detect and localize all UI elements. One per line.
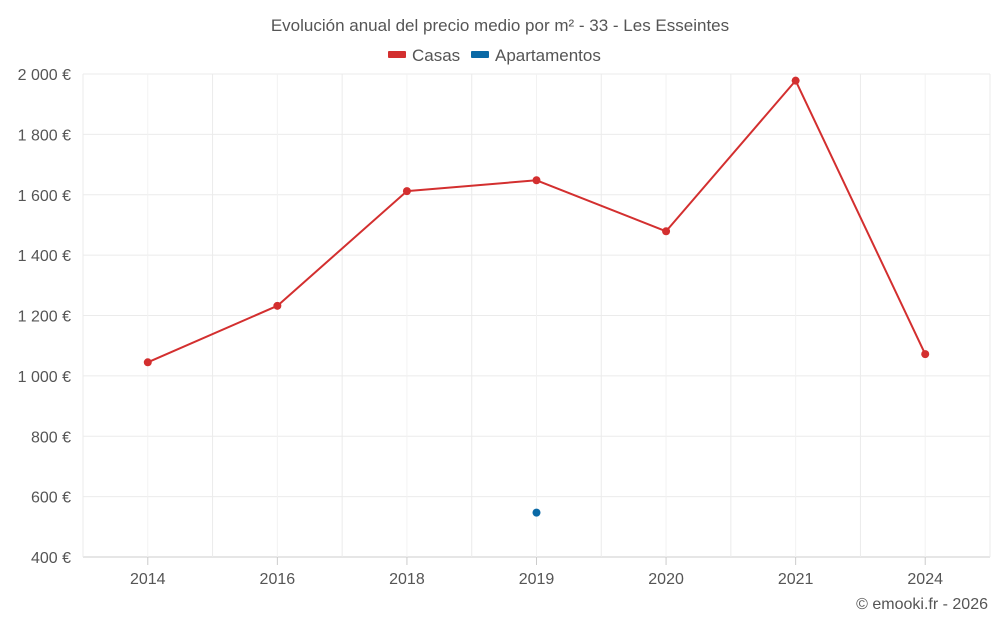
y-tick-label: 2 000 € <box>18 67 71 84</box>
legend-item-casas[interactable]: Casas <box>388 46 460 65</box>
data-point-casas-2021[interactable] <box>791 76 800 85</box>
y-tick-label: 600 € <box>31 490 71 507</box>
credit-text: © emooki.fr - 2026 <box>856 596 988 613</box>
x-tick-label: 2021 <box>778 571 814 588</box>
series-layer <box>143 76 930 517</box>
chart-title: Evolución anual del precio medio por m² … <box>271 16 729 35</box>
data-point-casas-2019[interactable] <box>532 176 541 185</box>
x-tick-label: 2018 <box>389 571 425 588</box>
y-tick-label: 1 400 € <box>18 248 71 265</box>
data-point-apartamentos-2019[interactable] <box>532 508 541 517</box>
x-tick-label: 2020 <box>648 571 684 588</box>
legend-swatch-casas <box>388 51 406 58</box>
y-tick-label: 1 000 € <box>18 369 71 386</box>
data-point-casas-2020[interactable] <box>662 227 671 236</box>
x-axis: 2014 2016 2018 2019 2020 2021 2024 <box>130 557 943 588</box>
data-point-casas-2014[interactable] <box>143 358 152 367</box>
legend: Casas Apartamentos <box>388 46 601 65</box>
y-tick-label: 800 € <box>31 429 71 446</box>
legend-item-apartamentos[interactable]: Apartamentos <box>471 46 601 65</box>
x-tick-label: 2016 <box>260 571 296 588</box>
y-axis: 2 000 € 1 800 € 1 600 € 1 400 € 1 200 € 1 000… <box>18 67 71 567</box>
x-tick-label: 2019 <box>519 571 555 588</box>
grid <box>82 73 991 558</box>
x-tick-label: 2014 <box>130 571 166 588</box>
legend-label-casas: Casas <box>412 46 460 65</box>
y-tick-label: 400 € <box>31 550 71 567</box>
data-point-casas-2016[interactable] <box>273 301 282 310</box>
legend-swatch-apartamentos <box>471 51 489 58</box>
data-point-casas-2018[interactable] <box>402 187 411 196</box>
y-tick-label: 1 600 € <box>18 188 71 205</box>
y-tick-label: 1 200 € <box>18 309 71 326</box>
legend-label-apartamentos: Apartamentos <box>495 46 601 65</box>
x-tick-label: 2024 <box>907 571 943 588</box>
data-point-casas-2024[interactable] <box>921 350 930 359</box>
y-tick-label: 1 800 € <box>18 127 71 144</box>
